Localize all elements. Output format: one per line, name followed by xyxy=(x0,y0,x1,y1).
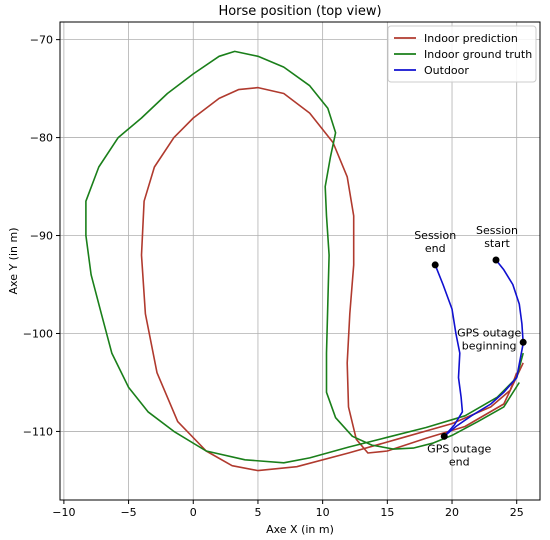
series-line-outdoor xyxy=(434,264,464,437)
plot-frame xyxy=(59,21,541,501)
event-marker xyxy=(492,256,500,264)
marker-annotation-line: end xyxy=(449,455,470,468)
legend-label-indoor-prediction: Indoor prediction xyxy=(424,32,518,45)
x-tick-label: −5 xyxy=(120,506,136,519)
x-axis-label: Axe X (in m) xyxy=(266,523,334,536)
x-tick-label: −10 xyxy=(52,506,75,519)
legend-box xyxy=(387,25,537,83)
x-tick-label: 5 xyxy=(254,506,261,519)
y-tick-label: −110 xyxy=(23,425,53,438)
series-line-indoor-ground-truth xyxy=(85,50,524,464)
marker-annotation: Session end xyxy=(414,229,456,255)
marker-annotation: Session start xyxy=(476,224,518,250)
marker-annotation: GPS outage beginning xyxy=(457,326,521,352)
x-tick-label: 10 xyxy=(316,506,330,519)
marker-annotation-line: end xyxy=(425,242,446,255)
marker-annotation-line: beginning xyxy=(462,339,517,352)
ticks: −10 −5 0 5 10 15 20 25 −70 −80 −90 −100 −110 xyxy=(23,34,524,519)
event-marker xyxy=(519,338,527,346)
y-tick-label: −100 xyxy=(23,327,53,340)
y-tick-label: −80 xyxy=(30,132,53,145)
y-tick-label: −70 xyxy=(30,34,53,47)
legend-label-indoor-ground-truth: Indoor ground truth xyxy=(424,48,532,61)
x-tick-label: 20 xyxy=(445,506,459,519)
y-axis-label: Axe Y (in m) xyxy=(7,228,20,295)
chart-title: Horse position (top view) xyxy=(218,4,381,19)
legend-label-outdoor: Outdoor xyxy=(424,64,469,77)
series xyxy=(85,50,524,472)
legend: Indoor prediction Indoor ground truth Outd… xyxy=(387,25,537,83)
x-tick-label: 25 xyxy=(510,506,524,519)
grid xyxy=(60,22,540,500)
x-tick-label: 0 xyxy=(190,506,197,519)
marker-annotation: GPS outage end xyxy=(427,442,491,468)
event-marker xyxy=(440,432,448,440)
marker-annotation-line: GPS outage xyxy=(427,442,491,455)
marker-annotation-line: start xyxy=(484,237,510,250)
event-marker xyxy=(431,261,439,269)
marker-annotation-line: GPS outage xyxy=(457,326,521,339)
marker-annotation-line: Session xyxy=(476,224,518,237)
series-line-outdoor xyxy=(443,259,524,437)
x-tick-label: 15 xyxy=(380,506,394,519)
series-line-indoor-prediction xyxy=(140,86,524,472)
y-tick-label: −90 xyxy=(30,230,53,243)
marker-annotation-line: Session xyxy=(414,229,456,242)
